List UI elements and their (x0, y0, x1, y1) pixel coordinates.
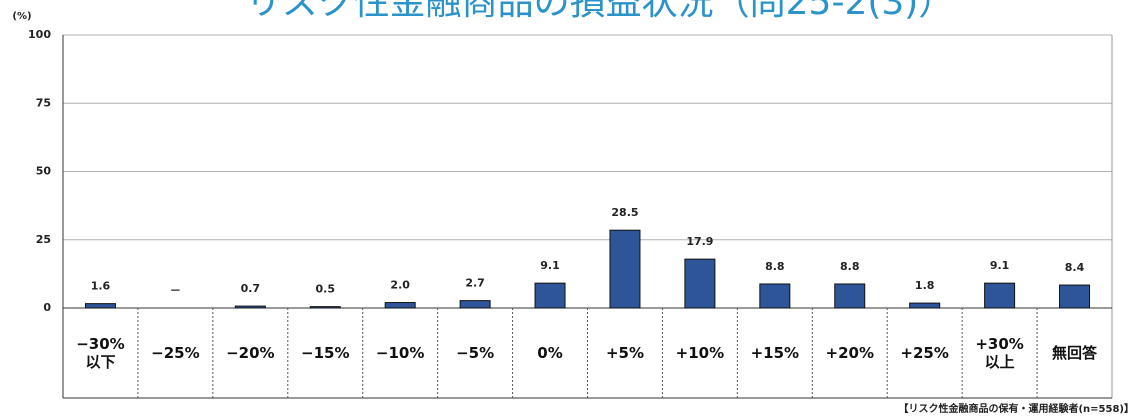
bar (834, 283, 866, 309)
category-label: −25% (151, 344, 200, 362)
category-label: +25% (900, 344, 949, 362)
y-tick-label: 0 (43, 301, 51, 314)
category-label: 0% (537, 344, 563, 362)
value-label: 2.0 (390, 279, 410, 292)
bar (609, 229, 641, 309)
bar (1059, 284, 1091, 309)
chart-title: リスク性金融商品の損益状況（問25-2(3)） (246, 0, 955, 23)
bar (309, 306, 341, 309)
y-tick-label: 75 (36, 96, 51, 109)
category-label: +15% (750, 344, 800, 362)
bar (384, 302, 416, 309)
bar (684, 258, 716, 309)
category-label: −30% 以下 (76, 335, 125, 371)
value-label: 8.8 (840, 260, 860, 273)
category-label: −5% (456, 344, 495, 362)
category-label: −15% (301, 344, 350, 362)
category-label: +5% (605, 344, 644, 362)
y-tick-label: 25 (36, 233, 51, 246)
bar (234, 305, 266, 309)
y-tick-label: 100 (28, 28, 51, 41)
value-label: 9.1 (990, 259, 1010, 272)
value-label: 1.8 (915, 279, 935, 292)
value-label: 1.6 (91, 280, 111, 293)
value-label: 8.4 (1065, 261, 1085, 274)
y-tick-label: 50 (36, 165, 52, 178)
bar (909, 302, 941, 309)
category-label: 無回答 (1052, 344, 1098, 362)
bar (534, 282, 566, 309)
y-unit: (%) (12, 11, 31, 22)
note: 【リスク性金融商品の保有・運用経験者(n=558)】 (898, 402, 1134, 415)
value-label: 9.1 (540, 259, 560, 272)
bar (759, 283, 791, 309)
category-label: +10% (675, 344, 725, 362)
category-label: +20% (825, 344, 874, 362)
value-label: 8.8 (765, 260, 785, 273)
value-label: － (170, 284, 181, 297)
category-label: −10% (375, 344, 425, 362)
value-label: 2.7 (465, 277, 485, 290)
category-label: −20% (226, 344, 275, 362)
bar (84, 303, 116, 309)
value-label: 17.9 (686, 235, 713, 248)
value-label: 28.5 (611, 206, 638, 219)
category-label: +30% 以上 (975, 335, 1024, 371)
value-label: 0.7 (241, 282, 261, 295)
bar (984, 282, 1016, 309)
value-label: 0.5 (316, 283, 336, 296)
bar (459, 300, 491, 309)
